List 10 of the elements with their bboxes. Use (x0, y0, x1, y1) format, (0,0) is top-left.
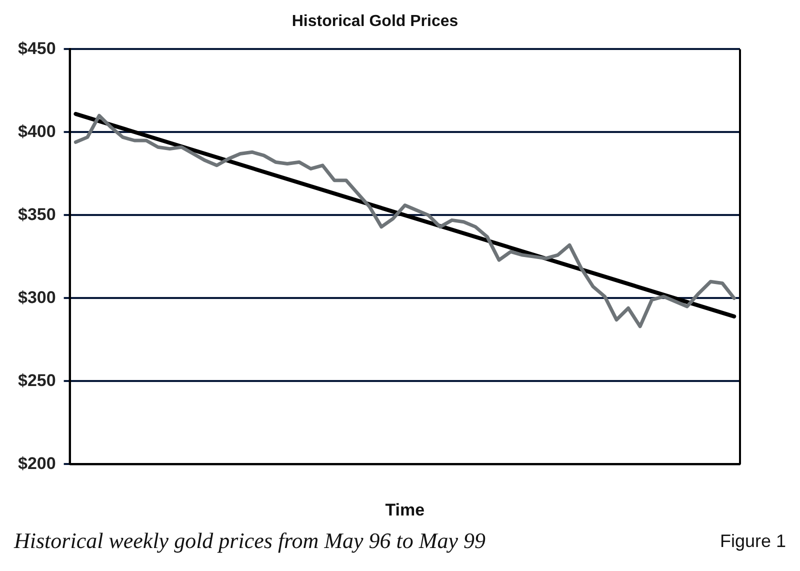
y-tick-label: $300 (18, 288, 56, 307)
y-tick-label: $350 (18, 204, 56, 224)
y-tick-label: $400 (18, 122, 56, 141)
y-tick-label: $450 (18, 38, 56, 58)
caption: Figure 1 (720, 531, 786, 552)
text: Historical weekly gold prices from May 96 to May 99 (14, 528, 486, 554)
y-tick-label: $200 (18, 454, 56, 473)
chart-title: Historical Gold Prices (292, 13, 458, 30)
y-tick-label: $250 (18, 370, 56, 390)
x-axis-title: Time (385, 500, 425, 520)
